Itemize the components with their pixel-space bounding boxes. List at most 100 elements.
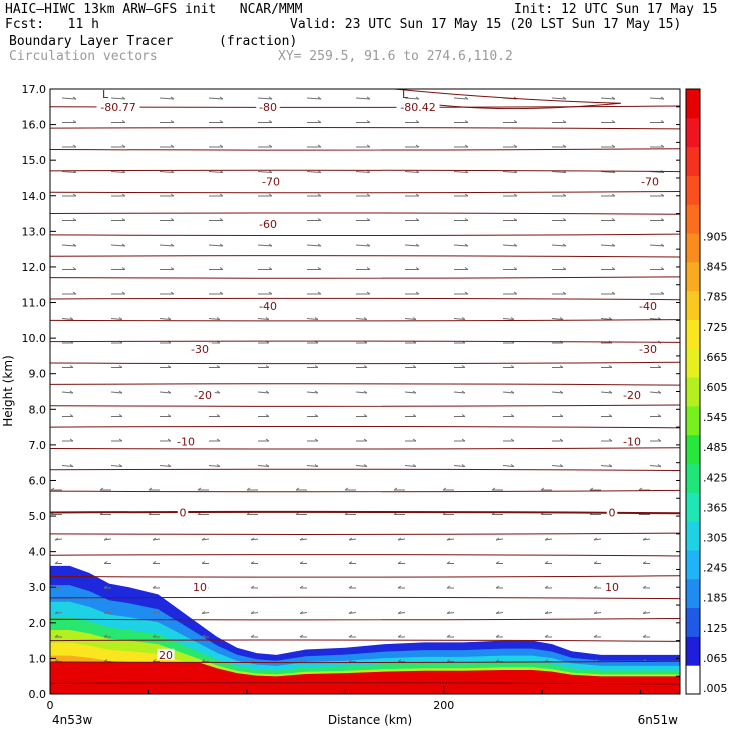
vector-arrowhead: [118, 438, 123, 442]
vector-arrow: [404, 244, 420, 247]
vector-arrowhead: [299, 634, 304, 638]
vector-arrowhead: [642, 561, 647, 564]
isotherm-label: -60: [259, 218, 277, 231]
isotherm-line: [49, 425, 681, 429]
vector-arrowhead: [366, 291, 371, 295]
vector-arrowhead: [167, 464, 172, 467]
vector-arrow: [649, 465, 662, 467]
isotherm-label-bg: [256, 100, 280, 112]
vector-arrowhead: [544, 611, 549, 614]
vector-arrow: [208, 171, 224, 173]
vector-arrow: [103, 612, 112, 614]
vector-arrowhead: [121, 120, 126, 123]
vector-arrow: [355, 97, 371, 100]
vector-arrow: [593, 538, 602, 541]
vector-arrowhead: [442, 487, 447, 491]
vector-arrow: [306, 244, 322, 247]
vector-arrowhead: [54, 659, 59, 662]
vector-arrow: [159, 391, 172, 394]
vector-arrow: [201, 612, 210, 614]
field-name: Boundary Layer Tracer: [9, 34, 174, 49]
colorbar-swatch: [686, 405, 700, 436]
vector-arrowhead: [464, 267, 469, 270]
isotherm-label-bg: [191, 389, 215, 401]
vector-arrowhead: [118, 464, 123, 467]
vector-arrow: [306, 391, 319, 394]
vector-arrowhead: [268, 96, 273, 100]
vector-arrowhead: [170, 144, 175, 148]
vector-arrowhead: [495, 634, 500, 638]
vector-arrowhead: [201, 537, 206, 541]
isotherm-line: [49, 148, 681, 151]
isotherm-line: [49, 255, 681, 258]
vector-arrow: [502, 244, 518, 247]
vector-arrowhead: [559, 438, 564, 442]
vector-arrow: [453, 391, 466, 394]
header-line1-left: HAIC–HIWC 13km ARW–GFS init NCAR/MMM: [5, 2, 303, 17]
vector-arrowhead: [397, 537, 402, 541]
vector-arrowhead: [495, 585, 500, 589]
isotherm-label: -80.77: [100, 101, 135, 114]
isotherm-line: [49, 447, 681, 450]
vector-arrowhead: [660, 267, 665, 270]
vector-arrowhead: [510, 317, 515, 320]
vector-arrowhead: [363, 414, 368, 417]
vector-arrowhead: [464, 291, 469, 295]
vector-arrow: [208, 318, 221, 320]
colorbar-label: .065: [703, 652, 728, 665]
isotherm-label: -40: [639, 300, 657, 313]
vector-arrowhead: [464, 144, 469, 148]
vector-arrow: [110, 171, 126, 173]
vector-arrow: [649, 244, 665, 247]
colorbar-swatch: [686, 175, 700, 205]
colorbar-swatch: [686, 233, 700, 263]
y-tick-label: 2.0: [29, 617, 47, 630]
isotherm-line: [49, 682, 681, 685]
vector-arrowhead: [72, 120, 77, 123]
vector-arrowhead: [412, 414, 417, 417]
vector-arrow: [446, 612, 455, 614]
header-line2-left: Fcst: 11 h: [5, 17, 99, 32]
isotherm-label-bg: [191, 581, 209, 593]
vector-arrow: [159, 318, 172, 320]
isotherm-label: -40: [259, 300, 277, 313]
vector-arrowhead: [513, 243, 518, 247]
vector-arrowhead: [495, 561, 500, 564]
vector-arrow: [404, 171, 420, 173]
vector-arrowhead: [366, 267, 371, 270]
vector-arrowhead: [513, 291, 518, 295]
vector-arrow: [600, 97, 616, 100]
vector-arrowhead: [412, 365, 417, 368]
vector-arrowhead: [317, 218, 322, 221]
circulation-vectors: [50, 96, 665, 662]
vector-arrow: [649, 391, 662, 394]
header-line2-right: Valid: 23 UTC Sun 17 May 15 (20 LST Sun …: [290, 17, 682, 32]
vector-arrowhead: [446, 634, 451, 638]
vector-arrowhead: [121, 267, 126, 270]
vector-arrowhead: [250, 659, 255, 662]
isotherm-contours: -80.77 -80 -80.42 -70 -70 -60 -40 -40 -30 -30 -20 -…: [49, 88, 681, 685]
vector-arrow: [61, 171, 77, 173]
vector-arrowhead: [559, 365, 564, 368]
y-tick-label: 7.0: [29, 439, 47, 452]
vector-arrowhead: [464, 193, 469, 197]
vector-arrowhead: [268, 243, 273, 247]
vector-arrowhead: [268, 120, 273, 123]
vector-arrowhead: [510, 390, 515, 394]
vector-arrowhead: [562, 144, 567, 148]
isotherm-label-bg: [638, 175, 662, 187]
vector-arrow: [404, 97, 420, 100]
isotherm-label-bg: [620, 435, 644, 447]
vector-arrowhead: [593, 537, 598, 541]
isotherm-label: 10: [605, 581, 619, 594]
vector-arrowhead: [393, 487, 398, 491]
vector-arrow: [446, 538, 455, 541]
isotherm-label-bg: [177, 506, 189, 518]
vector-arrowhead: [69, 365, 74, 368]
vector-arrow: [453, 97, 469, 100]
vector-arrowhead: [608, 464, 613, 467]
vector-arrow: [502, 391, 515, 394]
vector-arrowhead: [103, 537, 108, 541]
vector-arrowhead: [152, 585, 157, 589]
y-tick-label: 3.0: [29, 581, 47, 594]
